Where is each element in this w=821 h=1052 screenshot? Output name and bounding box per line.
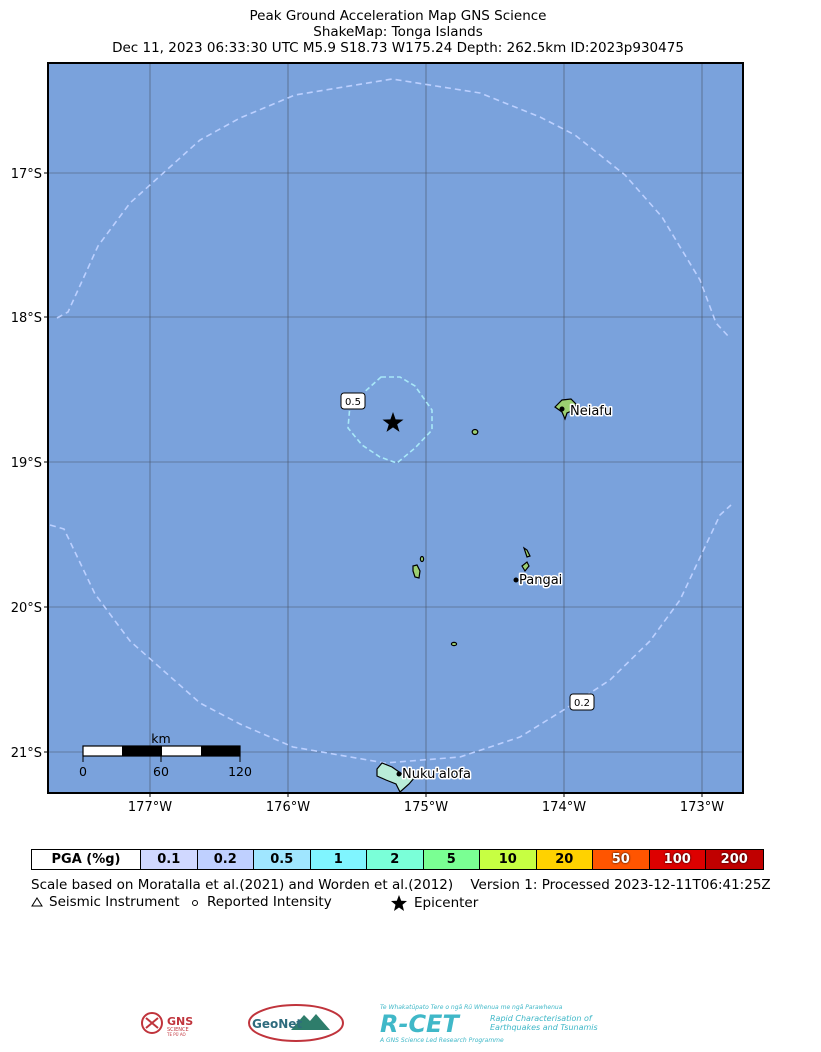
lon-label: 176°W <box>266 800 310 815</box>
haapai-island-south <box>521 561 530 573</box>
late-island <box>471 428 479 436</box>
map-frame <box>47 62 744 794</box>
legend-level: 20 <box>536 850 593 869</box>
svg-text:km: km <box>151 731 170 746</box>
small-islet <box>450 641 458 647</box>
tofua-island <box>419 555 425 563</box>
contour-label-0.2: 0.2 <box>569 693 595 711</box>
map-title-line2: ShakeMap: Tonga Islands <box>313 24 483 40</box>
graticule <box>48 63 743 793</box>
svg-text:A GNS Science Led Research Pro: A GNS Science Led Research Programme <box>379 1037 504 1044</box>
svg-text:Rapid Characterisation of: Rapid Characterisation of <box>490 1014 593 1023</box>
label-pangai: Pangai <box>519 573 562 588</box>
lon-label: 173°W <box>680 800 724 815</box>
lon-label: 175°W <box>404 800 448 815</box>
vavau-island <box>554 398 577 421</box>
legend-level: 0.1 <box>141 850 198 869</box>
gns-science-logo: GNS SCIENCE TE PŪ AO <box>141 1012 193 1037</box>
svg-text:0.5: 0.5 <box>345 397 361 408</box>
geonet-logo: GeoNet <box>248 1004 344 1042</box>
map-title-line1: Peak Ground Acceleration Map GNS Science <box>249 8 547 24</box>
svg-text:120: 120 <box>228 764 252 779</box>
svg-text:Te Whakatūpato Tere o ngā Rū W: Te Whakatūpato Tere o ngā Rū Whenua me n… <box>380 1004 563 1011</box>
lat-label: 17°S <box>11 167 42 182</box>
epicenter-star <box>382 412 404 432</box>
nukualofa-marker <box>396 771 402 777</box>
circle-icon <box>192 900 198 906</box>
rcet-logo: Te Whakatūpato Tere o ngā Rū Whenua me n… <box>379 1004 598 1044</box>
key-epicenter: Epicenter <box>390 894 478 912</box>
neiafu-marker <box>559 406 565 412</box>
legend-level: 100 <box>649 850 706 869</box>
axis-ticks <box>44 172 703 797</box>
svg-text:0.2: 0.2 <box>574 698 590 709</box>
label-neiafu: Neiafu <box>570 404 612 419</box>
svg-text:0: 0 <box>79 764 87 779</box>
kao-island <box>412 564 421 579</box>
version-note: Version 1: Processed 2023-12-11T06:41:25… <box>470 877 771 893</box>
lon-label: 177°W <box>128 800 172 815</box>
legend-level: 1 <box>310 850 367 869</box>
triangle-icon <box>31 897 43 907</box>
lat-label: 18°S <box>11 311 42 326</box>
contour-label-0.5: 0.5 <box>340 392 366 410</box>
legend-level: 0.2 <box>197 850 254 869</box>
lat-label: 20°S <box>11 601 42 616</box>
legend-level: 200 <box>706 850 763 869</box>
lat-label: 19°S <box>11 456 42 471</box>
legend-level: 50 <box>593 850 650 869</box>
key-instrument: Seismic Instrument <box>31 894 180 910</box>
shakemap-map: 0.5 0.2 Neiafu Pangai Nuku'alofa km 0 60… <box>11 62 744 815</box>
legend-level: 10 <box>480 850 537 869</box>
haapai-island-north <box>522 546 531 558</box>
svg-text:TE PŪ AO: TE PŪ AO <box>166 1032 186 1037</box>
contour-0.5 <box>347 376 433 464</box>
svg-text:R-CET: R-CET <box>380 1010 460 1038</box>
label-nukualofa: Nuku'alofa <box>402 767 471 782</box>
scale-reference: Scale based on Moratalla et al.(2021) an… <box>31 877 454 893</box>
legend-header: PGA (%g) <box>32 850 141 869</box>
scale-note: Scale based on Moratalla et al.(2021) an… <box>31 877 771 893</box>
svg-text:GeoNet: GeoNet <box>252 1017 302 1031</box>
contour-0.2 <box>49 78 732 764</box>
pangai-marker <box>513 577 519 583</box>
pga-legend-bar: PGA (%g) 0.1 0.2 0.5 1 2 5 10 20 50 100 … <box>31 849 764 870</box>
svg-text:GNS: GNS <box>167 1015 193 1028</box>
svg-text:Earthquakes and Tsunamis: Earthquakes and Tsunamis <box>490 1023 598 1032</box>
tongatapu-island <box>376 762 416 793</box>
legend-level: 2 <box>367 850 424 869</box>
star-icon <box>391 895 407 911</box>
legend-level: 5 <box>423 850 480 869</box>
svg-text:60: 60 <box>153 764 169 779</box>
scale-bar: km 0 60 120 <box>79 731 252 779</box>
lat-label: 21°S <box>11 746 42 761</box>
key-intensity: Reported Intensity <box>189 894 332 910</box>
lon-label: 174°W <box>542 800 586 815</box>
islands <box>376 398 577 793</box>
map-title-line3: Dec 11, 2023 06:33:30 UTC M5.9 S18.73 W1… <box>112 40 684 56</box>
legend-level: 0.5 <box>254 850 311 869</box>
svg-text:SCIENCE: SCIENCE <box>167 1027 189 1033</box>
